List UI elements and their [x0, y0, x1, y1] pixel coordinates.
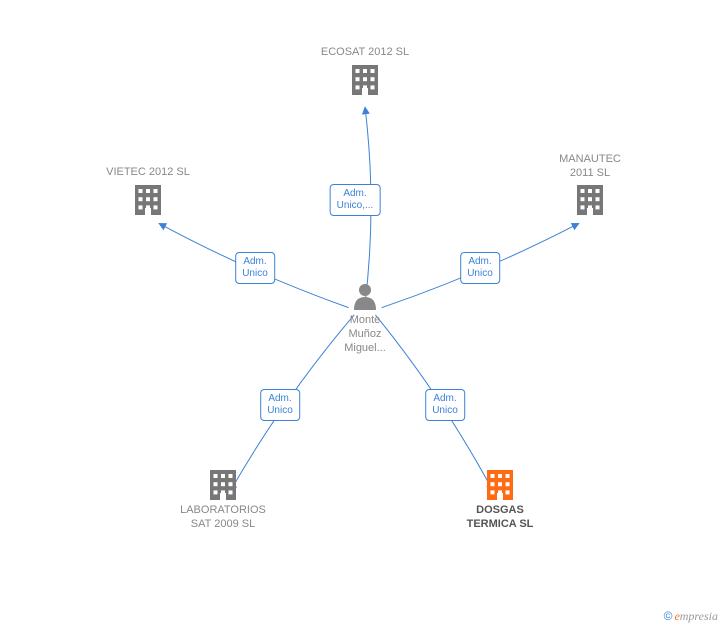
edge-label: Adm. Unico: [260, 389, 300, 421]
building-icon: [487, 470, 513, 500]
node-label: Monte Muñoz Miguel...: [344, 314, 386, 355]
node-label: MANAUTEC 2011 SL: [559, 153, 621, 181]
watermark-rest: mpresia: [680, 609, 718, 623]
watermark: ©empresia: [664, 609, 718, 624]
building-icon: [577, 185, 603, 215]
watermark-copyright: ©: [664, 609, 673, 623]
building-icon: [135, 185, 161, 215]
edge-label: Adm. Unico,...: [330, 184, 381, 216]
building-icon: [210, 470, 236, 500]
person-icon: [354, 284, 376, 310]
edge-label: Adm. Unico: [425, 389, 465, 421]
node-label: LABORATORIOS SAT 2009 SL: [180, 504, 266, 532]
node-label: VIETEC 2012 SL: [106, 166, 190, 180]
edge-label: Adm. Unico: [235, 252, 275, 284]
edge-label: Adm. Unico: [460, 252, 500, 284]
building-icon: [352, 65, 378, 95]
node-label: ECOSAT 2012 SL: [321, 46, 409, 60]
node-label: DOSGAS TERMICA SL: [467, 504, 534, 532]
